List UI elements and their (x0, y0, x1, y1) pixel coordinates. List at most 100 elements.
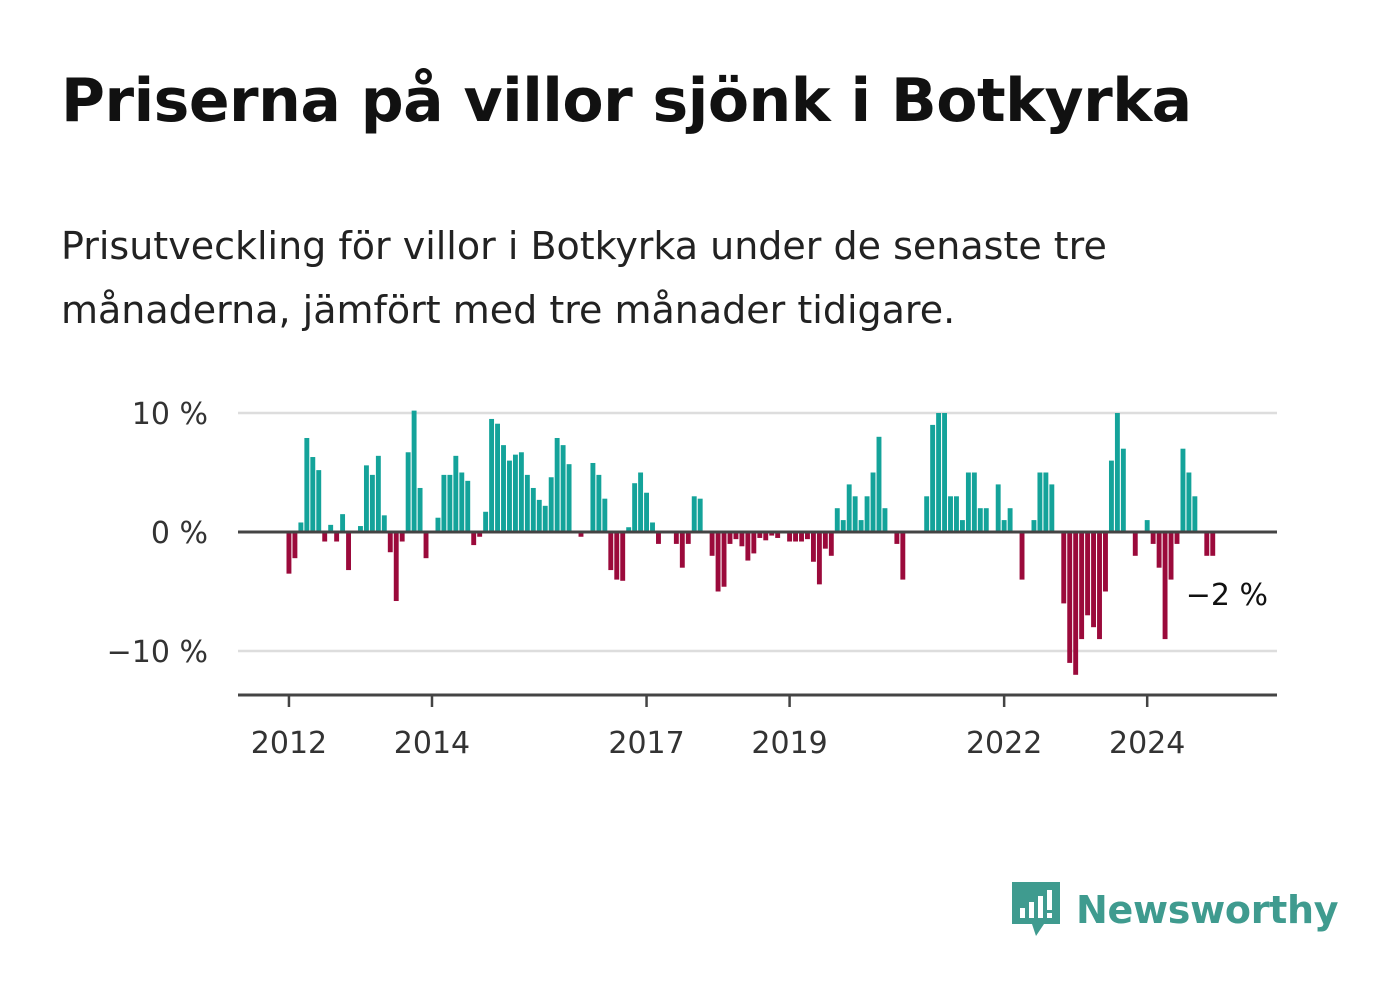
bar (775, 532, 781, 538)
bar (1186, 472, 1192, 532)
bar (387, 532, 393, 553)
bar (393, 532, 399, 602)
bar (858, 520, 864, 532)
bar (1108, 460, 1114, 532)
bar (590, 462, 596, 532)
bar (602, 498, 608, 532)
bar (417, 487, 423, 532)
bar (834, 508, 840, 532)
bar (995, 484, 1001, 532)
bar (679, 532, 685, 568)
bar (1150, 532, 1156, 544)
bar (620, 532, 626, 581)
bar (375, 455, 381, 532)
bar (650, 522, 655, 532)
x-tick-label: 2022 (966, 726, 1042, 761)
bar (715, 532, 721, 592)
bar (709, 532, 715, 556)
bar (1114, 413, 1120, 532)
bar (578, 532, 584, 537)
bar (763, 532, 769, 541)
bar (1031, 520, 1037, 532)
bar (441, 474, 447, 532)
bar (536, 499, 542, 532)
x-tick-label: 2014 (394, 726, 470, 761)
bar (799, 532, 804, 542)
bar (512, 454, 518, 532)
bar (328, 524, 334, 532)
bar (769, 532, 775, 536)
bar (745, 532, 751, 561)
bar (882, 508, 888, 532)
bar (1049, 484, 1055, 532)
bar (489, 418, 495, 532)
bar (334, 532, 340, 542)
bar (322, 532, 328, 542)
bar (614, 532, 620, 580)
bar (310, 457, 316, 532)
bar (691, 496, 697, 532)
bar (363, 465, 369, 532)
bar (864, 496, 870, 532)
bar (900, 532, 906, 580)
bar (948, 496, 953, 532)
bar (316, 470, 322, 532)
bar (656, 532, 661, 544)
bar (632, 483, 638, 532)
y-tick-label: −10 % (107, 635, 208, 670)
x-tick-label: 2012 (251, 726, 327, 761)
bar (304, 437, 310, 532)
bar (518, 452, 524, 532)
bar (1043, 472, 1049, 532)
bar (954, 496, 959, 532)
bar (566, 464, 572, 532)
bar (942, 413, 947, 532)
bar (727, 532, 733, 544)
brand-name: Newsworthy (1076, 888, 1339, 932)
bar (959, 520, 965, 532)
chart-title: Priserna på villor sjönk i Botkyrka (61, 66, 1192, 136)
bar (292, 532, 298, 559)
chart-subtitle: Prisutveckling för villor i Botkyrka und… (61, 224, 1107, 332)
bar (930, 424, 936, 532)
bar (1180, 448, 1186, 532)
bar (793, 532, 798, 542)
bar (1144, 520, 1150, 532)
bar (757, 532, 763, 538)
bar (840, 520, 846, 532)
bar (1174, 532, 1180, 544)
bar (542, 505, 548, 532)
bar (1192, 496, 1198, 532)
bar (924, 496, 930, 532)
bar (977, 508, 983, 532)
x-tick-label: 2017 (608, 726, 684, 761)
bar (1091, 532, 1096, 628)
newsworthy-logo: Newsworthy (1010, 880, 1339, 940)
bar (1085, 532, 1091, 616)
bar (501, 445, 506, 532)
bar (507, 460, 512, 532)
bar (936, 413, 942, 532)
bar (626, 527, 632, 532)
y-tick-label: 10 % (132, 397, 208, 432)
bar (1073, 532, 1079, 675)
bar (971, 472, 977, 532)
bar (965, 472, 971, 532)
bar (381, 515, 387, 532)
bar (399, 532, 405, 542)
bar (554, 437, 560, 532)
bar (1061, 532, 1067, 604)
bar (346, 532, 351, 571)
bar (1120, 448, 1126, 532)
bar (459, 472, 465, 532)
bar (673, 532, 679, 544)
bar (286, 532, 292, 574)
bar (1001, 520, 1007, 532)
bar (816, 532, 822, 585)
bar (983, 508, 989, 532)
bar (471, 532, 477, 546)
bar (340, 514, 346, 532)
bar (852, 496, 858, 532)
bar (810, 532, 816, 562)
